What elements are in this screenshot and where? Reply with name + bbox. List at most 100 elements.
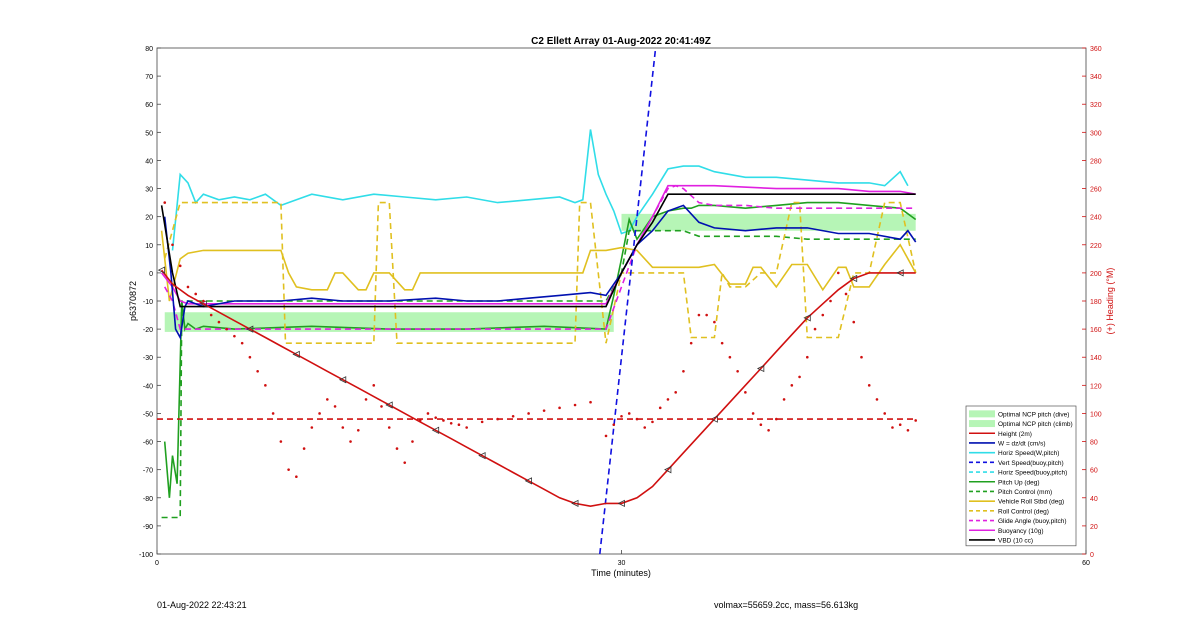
right-axis-tick-label: 160 [1090,327,1102,334]
series-heading-point [287,468,290,471]
y-axis-label-left: p6370872 [128,281,138,321]
series-heading-point [225,327,228,331]
right-axis-tick-label: 20 [1090,524,1098,531]
legend-label-horiz-speed-w-pitch: Horiz Speed(W,pitch) [998,450,1059,457]
series-heading-point [240,341,244,345]
series-height-2m-marker [431,426,440,434]
legend-swatch-optimal-ncp-pitch-climb [969,420,995,428]
right-axis-tick-label: 60 [1090,468,1098,475]
series-heading-point [511,414,515,418]
series-heading-point [364,398,368,401]
series-height-2m-marker [803,314,811,322]
series-heading-point [720,341,724,345]
y-axis-label-right: (+) Heading (°M) [1105,268,1115,335]
series-heading-point [736,369,739,373]
series-heading-point [403,461,407,464]
right-axis-tick-label: 340 [1090,74,1102,81]
series-pitch-up-deg [163,201,917,498]
series-height-2m-marker [617,499,625,508]
left-axis: -100-90-80-70-60-50-40-30-20-10010203040… [139,46,161,559]
legend-label-pitch-up-deg: Pitch Up (deg) [998,479,1040,486]
series-heading-point [867,384,871,387]
series-heading-point [380,405,383,408]
series-heading-point [705,313,708,317]
series-height-2m-marker [199,300,207,308]
series-heading-point [775,417,778,421]
left-axis-tick-label: -90 [143,524,153,531]
right-axis-tick-label: 240 [1090,215,1102,222]
series-heading-point [689,341,693,345]
legend-box [965,405,1077,547]
series-heading-point [558,406,561,410]
series-heading-point [806,355,809,359]
left-axis-tick-label: 30 [145,187,153,194]
series-heading-point [767,429,770,432]
left-axis-tick-label: 70 [145,74,153,81]
series-heading-point [178,264,182,268]
footer-timestamp: 01-Aug-2022 22:43:21 [157,600,247,610]
series-heading-point [658,406,662,410]
series-heading-point [356,429,360,432]
series-heading-point [349,440,352,443]
x-axis-label: Time (minutes) [591,568,651,578]
series-heading-point [163,201,167,204]
series-heading-point [465,426,468,429]
legend-label-w-dz-dt-cm-s: W = dz/dt (cm/s) [998,440,1046,447]
legend-label-glide-angle-buoy-pitch: Glide Angle (buoy,pitch) [998,518,1067,525]
series-heading-point [744,391,747,394]
series-heading-point [852,320,856,324]
series-w-dz-dt-cm-s [163,204,917,340]
series-heading-point [395,447,399,450]
series-heading-point [829,299,832,303]
series-heading-point [248,355,252,359]
legend-label-buoyancy-10g: Buoyancy (10g) [998,528,1044,535]
right-axis-tick-label: 300 [1090,130,1102,137]
series-heading-point [666,398,670,401]
legend-label-roll-control-deg: Roll Control (deg) [998,508,1049,515]
series-heading-point [790,384,794,387]
series-heading-point [713,320,716,324]
series-heading-point [627,412,631,415]
series-height-2m-marker [385,401,393,409]
series-heading-point [883,412,887,415]
series-height-2m-marker [664,466,672,474]
legend-label-horiz-speed-buoy-pitch: Horiz Speed(buoy,pitch) [998,470,1067,477]
series-heading-point [682,369,685,373]
series-heading-point [906,429,910,432]
series-roll-control-deg [163,201,917,345]
series-height-2m-marker [849,274,858,283]
series-heading-point [271,412,275,415]
series-pitch-control-mm [161,229,916,519]
series-heading-point [217,320,221,324]
series-heading-point [643,426,647,429]
series-heading-point [372,384,376,387]
series-heading-point [341,426,345,429]
series-heading-point [674,391,677,394]
legend-label-optimal-ncp-pitch-climb: Optimal NCP pitch (climb) [998,421,1073,428]
series-height-2m-marker [338,376,347,384]
series-heading-point [604,434,608,438]
series-vbd-10-cc [160,193,916,308]
legend-label-vert-speed-buoy-pitch: Vert Speed(buoy,pitch) [998,460,1064,467]
right-axis-tick-label: 260 [1090,187,1102,194]
right-axis-tick-label: 80 [1090,440,1098,447]
series-heading-point [318,412,321,415]
series-heading-point [782,398,786,401]
series-height-2m-marker [756,364,765,373]
left-axis-tick-label: -60 [143,440,153,447]
left-axis-tick-label: 50 [145,130,153,137]
series-heading-point [697,313,701,317]
right-axis-tick-label: 120 [1090,383,1102,390]
left-axis-tick-label: -50 [143,411,153,418]
series-height-2m-markers [157,266,904,508]
right-axis-tick-label: 320 [1090,102,1102,109]
series-heading-point [821,313,825,317]
right-axis-tick-label: 100 [1090,411,1102,418]
series-heading-point [891,426,894,429]
right-axis-tick-label: 0 [1090,552,1094,559]
left-axis-tick-label: -80 [143,496,153,503]
legend-label-vehicle-roll-stbd-deg: Vehicle Roll Stbd (deg) [998,499,1064,506]
series-heading-point [457,423,461,426]
legend-swatch-optimal-ncp-pitch-dive [969,410,995,418]
series-heading-point [310,426,314,429]
